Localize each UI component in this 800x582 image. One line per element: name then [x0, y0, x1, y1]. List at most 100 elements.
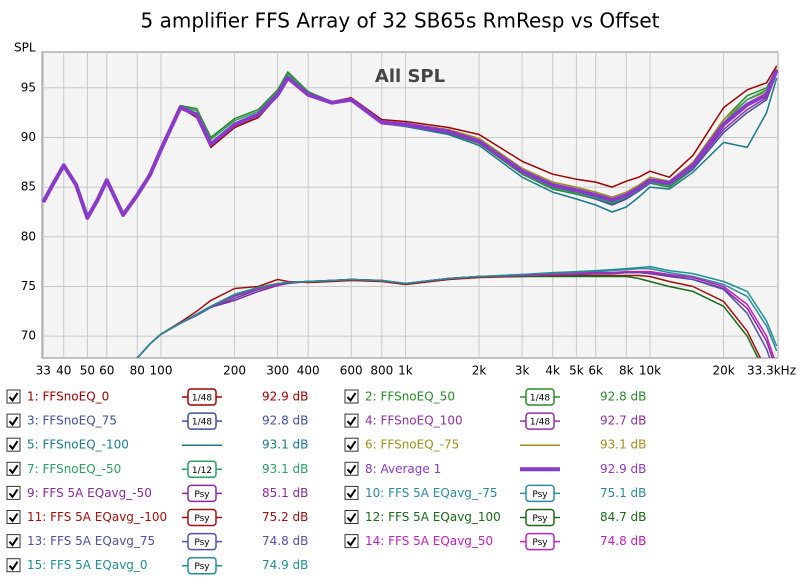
legend-level: 84.7 dB [600, 510, 646, 524]
smoothing-label: Psy [194, 514, 210, 524]
x-tick-label: 1k [398, 364, 413, 378]
x-tick-label: 4k [545, 364, 560, 378]
legend-name: 15: FFS 5A EQavg_0 [27, 558, 148, 572]
checkbox[interactable] [344, 437, 359, 452]
legend-entry: 4: FFSnoEQ_100 1/48 92.7 dB [344, 412, 646, 430]
checkmark [8, 537, 19, 547]
smoothing-box[interactable] [187, 412, 217, 430]
checkmark [8, 440, 19, 451]
smoothing-label: 1/12 [192, 466, 212, 476]
checkbox[interactable] [6, 510, 21, 524]
x-tick-label: 200 [223, 364, 246, 378]
smoothing-box[interactable] [187, 484, 217, 503]
checkbox[interactable] [344, 461, 359, 476]
checkmark [8, 464, 19, 475]
checkbox[interactable] [6, 413, 21, 428]
checkbox[interactable] [6, 558, 21, 573]
smoothing-box[interactable] [525, 412, 555, 430]
x-tick-label: 300 [266, 364, 289, 378]
y-tick-label: 70 [21, 329, 36, 343]
checkmark [8, 512, 19, 523]
smoothing-label: 1/48 [530, 394, 550, 404]
y-tick-label: 90 [21, 130, 36, 144]
smoothing-box[interactable] [187, 460, 217, 479]
legend-name: 10: FFS 5A EQavg_-75 [365, 486, 498, 500]
x-tick-label: 8k [619, 364, 634, 378]
legend-name: 11: FFS 5A EQavg_-100 [27, 510, 167, 524]
x-tick-label: 100 [150, 364, 173, 378]
x-tick-label: 33 [36, 364, 51, 378]
x-tick-label: 80 [130, 364, 145, 378]
checkmark [346, 440, 357, 451]
checkmark [8, 392, 19, 403]
legend-level: 75.2 dB [262, 510, 308, 524]
legend-name: 6: FFSnoEQ_-75 [365, 438, 459, 452]
checkbox[interactable] [6, 461, 21, 476]
graph-annotation: All SPL [375, 66, 445, 87]
legend-entry: 11: FFS 5A EQavg_-100 Psy 75.2 dB [6, 508, 308, 527]
checkmark [8, 416, 19, 427]
checkmark [8, 561, 19, 571]
checkbox[interactable] [344, 534, 359, 549]
legend-entry: 5: FFSnoEQ_-100 93.1 dB [6, 437, 308, 452]
checkbox[interactable] [344, 510, 359, 524]
legend-level: 85.1 dB [262, 486, 308, 500]
smoothing-label: Psy [194, 538, 210, 548]
checkmark [346, 392, 357, 403]
smoothing-box[interactable] [187, 388, 217, 406]
smoothing-label: 1/48 [192, 418, 212, 428]
x-tick-label: 6k [588, 364, 603, 378]
legend-level: 74.9 dB [262, 558, 308, 572]
smoothing-box[interactable] [187, 508, 217, 527]
smoothing-box[interactable] [187, 556, 217, 575]
legend-level: 92.8 dB [600, 390, 646, 404]
x-tick-label: 50 [80, 364, 95, 378]
trace [136, 274, 762, 358]
checkbox[interactable] [6, 437, 21, 452]
legend-name: 12: FFS 5A EQavg_100 [365, 510, 501, 524]
legend-name: 5: FFSnoEQ_-100 [27, 438, 129, 452]
legend-entry: 10: FFS 5A EQavg_-75 Psy 75.1 dB [344, 484, 646, 503]
x-tick-label: 20k [712, 364, 734, 378]
checkmark [346, 512, 357, 523]
legend-entry: 8: Average 1 92.9 dB [344, 461, 646, 476]
legend-name: 2: FFSnoEQ_50 [365, 390, 455, 404]
checkbox[interactable] [344, 389, 359, 404]
smoothing-label: Psy [194, 562, 210, 572]
x-tick-label: 600 [340, 364, 363, 378]
x-tick-label: 40 [56, 364, 71, 378]
legend-entry: 7: FFSnoEQ_-50 1/12 93.1 dB [6, 460, 308, 479]
trace [42, 69, 778, 220]
checkbox[interactable] [344, 485, 359, 500]
smoothing-box[interactable] [525, 508, 555, 527]
x-tick-label: 800 [370, 364, 393, 378]
legend-entry: 13: FFS 5A EQavg_75 Psy 74.8 dB [6, 532, 308, 551]
legend-level: 93.1 dB [262, 438, 308, 452]
smoothing-box[interactable] [525, 532, 555, 551]
legend-level: 93.1 dB [600, 438, 646, 452]
legend-name: 9: FFS 5A EQavg_-50 [27, 486, 152, 500]
smoothing-box[interactable] [187, 532, 217, 551]
checkbox[interactable] [6, 534, 21, 549]
checkbox[interactable] [344, 413, 359, 428]
smoothing-box[interactable] [525, 388, 555, 406]
smoothing-box[interactable] [525, 484, 555, 503]
legend-level: 93.1 dB [262, 462, 308, 476]
checkbox[interactable] [6, 485, 21, 500]
checkbox[interactable] [6, 389, 21, 404]
x-tick-label: 3k [515, 364, 530, 378]
smoothing-label: 1/48 [530, 418, 550, 428]
legend-level: 92.9 dB [600, 462, 646, 476]
legend-name: 13: FFS 5A EQavg_75 [27, 534, 155, 548]
x-tick-label: 400 [297, 364, 320, 378]
legend: 1: FFSnoEQ_0 1/48 92.9 dB 2: FFSnoEQ_50 1/48… [6, 388, 646, 575]
legend-entry: 3: FFSnoEQ_75 1/48 92.8 dB [6, 412, 308, 430]
checkmark [346, 416, 357, 427]
legend-entry: 12: FFS 5A EQavg_100 Psy 84.7 dB [344, 508, 646, 527]
checkmark [346, 537, 357, 547]
legend-level: 92.7 dB [600, 414, 646, 428]
y-tick-label: 75 [21, 279, 36, 293]
checkmark [346, 464, 357, 475]
smoothing-label: Psy [532, 490, 548, 500]
